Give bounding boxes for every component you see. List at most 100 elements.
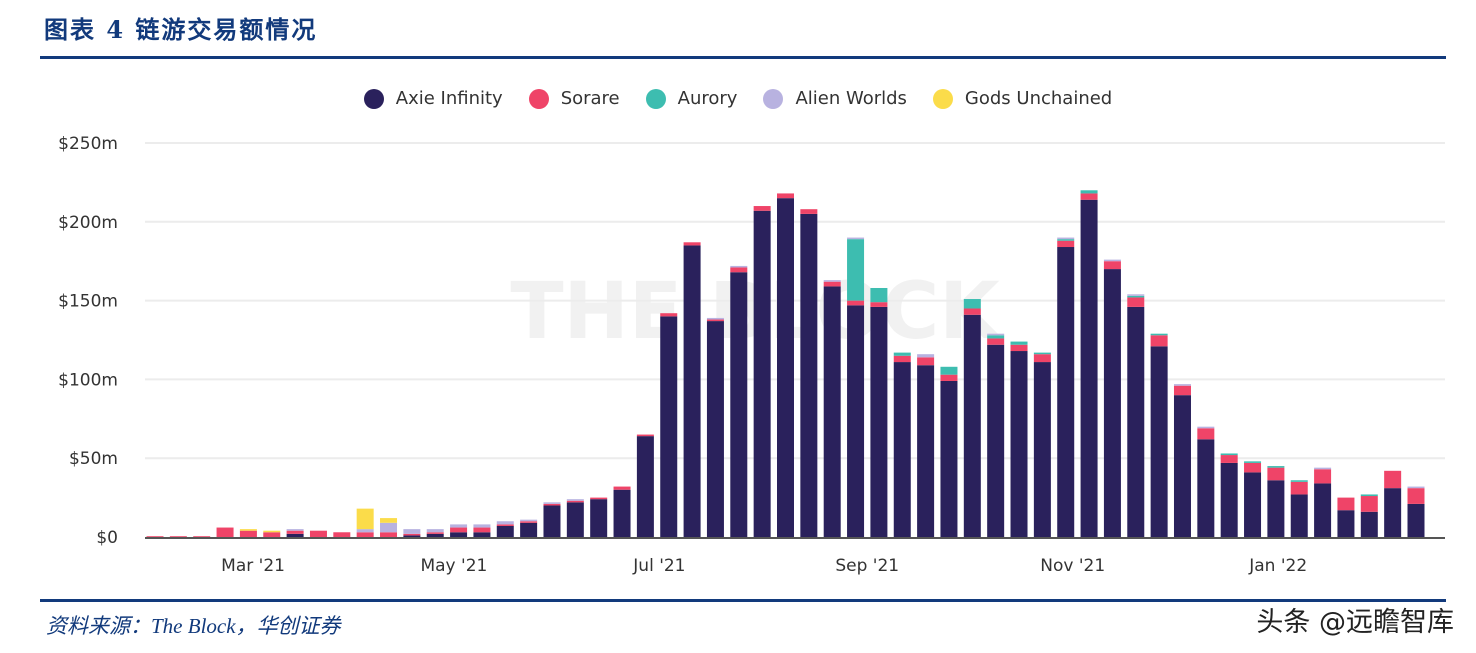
x-tick-label: Mar '21 [221,556,285,576]
bar-segment-alien-worlds [1127,294,1145,296]
bar-segment-sorare [917,357,935,366]
bar-segment-axie-infinity [590,499,608,537]
x-tick-label: Sep '21 [835,556,899,576]
bar-segment-sorare [146,536,164,538]
bar-segment-sorare [1267,467,1285,481]
bar-segment-sorare [426,532,444,534]
bar-segment-sorare [286,530,304,534]
y-tick-label: $50m [69,449,118,469]
bar-segment-aurory [1290,480,1308,482]
bar-segment-alien-worlds [706,317,724,320]
bar-segment-sorare [823,281,841,287]
bar-segment-sorare [590,497,608,500]
bar-segment-alien-worlds [1407,486,1425,489]
chart-legend: Axie Infinity Sorare Aurory Alien Worlds God… [0,88,1476,109]
bar-segment-axie-infinity [613,489,631,537]
bar-segment-aurory [1010,341,1028,345]
bar-segment-sorare [753,206,771,211]
bar-segment-aurory [940,366,958,375]
bar-segment-sorare [847,300,865,306]
bar-segment-axie-infinity [1103,269,1121,537]
bar-segment-sorare [520,521,538,523]
bar-segment-axie-infinity [1057,247,1075,538]
x-tick-label: Jan '22 [1248,556,1307,576]
bar-segment-axie-infinity [683,245,701,537]
bar-segment-alien-worlds [847,237,865,240]
bar-segment-alien-worlds [403,529,421,534]
bar-segment-aurory [1244,461,1262,463]
bar-segment-aurory [1220,453,1238,456]
source-note: 资料来源：The Block，华创证券 [46,614,341,638]
bar-segment-axie-infinity [1197,439,1215,537]
bar-segment-gods-unchained [239,529,257,531]
bar-segment-axie-infinity [987,344,1005,537]
bar-segment-sorare [473,527,491,533]
bar-segment-axie-infinity [1220,462,1238,537]
bar-segment-axie-infinity [1173,395,1191,537]
x-tick-label: Nov '21 [1040,556,1105,576]
y-tick-label: $0 [96,528,118,548]
bar-segment-sorare [706,319,724,322]
bar-segment-sorare [800,209,818,214]
bar-segment-gods-unchained [356,508,374,530]
bar-segment-aurory [1267,466,1285,468]
bar-segment-alien-worlds [823,280,841,282]
legend-dot-icon [763,88,784,109]
bar-segment-sorare [263,532,281,537]
legend-item[interactable]: Gods Unchained [932,88,1113,109]
bar-segment-alien-worlds [1057,237,1075,240]
bar-segment-sorare [380,532,398,537]
legend-label: Alien Worlds [795,88,907,109]
bar-segment-sorare [239,530,257,537]
bar-segment-alien-worlds [286,529,304,531]
legend-dot-icon [932,88,953,109]
legend-item[interactable]: Axie Infinity [363,88,503,109]
bar-segment-sorare [333,532,351,537]
bar-segment-alien-worlds [917,354,935,358]
bar-segment-axie-infinity [1150,346,1168,537]
y-tick-label: $150m [58,292,118,312]
bar-segment-aurory [1150,333,1168,336]
bar-segment-sorare [1197,428,1215,440]
bar-segment-sorare [613,486,631,490]
bar-segment-axie-infinity [520,522,538,537]
bar-segment-sorare [450,527,468,533]
bar-segment-alien-worlds [520,519,538,522]
bar-segment-axie-infinity [403,535,421,537]
bar-segment-aurory [1080,190,1098,194]
bar-segment-sorare [660,313,678,317]
bar-segment-axie-infinity [917,365,935,537]
bar-segment-alien-worlds [473,524,491,528]
bar-segment-sorare [636,434,654,437]
bar-segment-sorare [1220,455,1238,463]
bar-segment-gods-unchained [380,518,398,523]
legend-label: Gods Unchained [964,88,1113,109]
bar-segment-sorare [1244,462,1262,473]
bar-segment-axie-infinity [566,502,584,537]
legend-item[interactable]: Aurory [645,88,738,109]
figure-title: 图表 4 链游交易额情况 [44,15,318,44]
legend-label: Aurory [677,88,738,109]
legend-dot-icon [645,88,666,109]
bar-segment-aurory [1360,494,1378,497]
bar-segment-sorare [193,536,211,538]
bar-segment-sorare [1314,469,1332,484]
y-tick-label: $100m [58,370,118,390]
bar-segment-axie-infinity [870,306,888,537]
bar-segment-axie-infinity [847,305,865,537]
bar-segment-sorare [403,533,421,536]
legend-item[interactable]: Sorare [528,88,620,109]
top-rule [40,56,1446,59]
bar-segment-sorare [963,308,981,315]
legend-label: Sorare [560,88,620,109]
bar-segment-sorare [1057,240,1075,248]
bar-segment-axie-infinity [1267,480,1285,537]
legend-dot-icon [363,88,384,109]
legend-dot-icon [528,88,549,109]
bar-segment-sorare [940,374,958,381]
bar-segment-axie-infinity [1244,472,1262,537]
legend-item[interactable]: Alien Worlds [763,88,907,109]
bar-segment-axie-infinity [777,198,794,537]
x-tick-label: May '21 [420,556,487,576]
bar-segment-alien-worlds [730,265,748,268]
